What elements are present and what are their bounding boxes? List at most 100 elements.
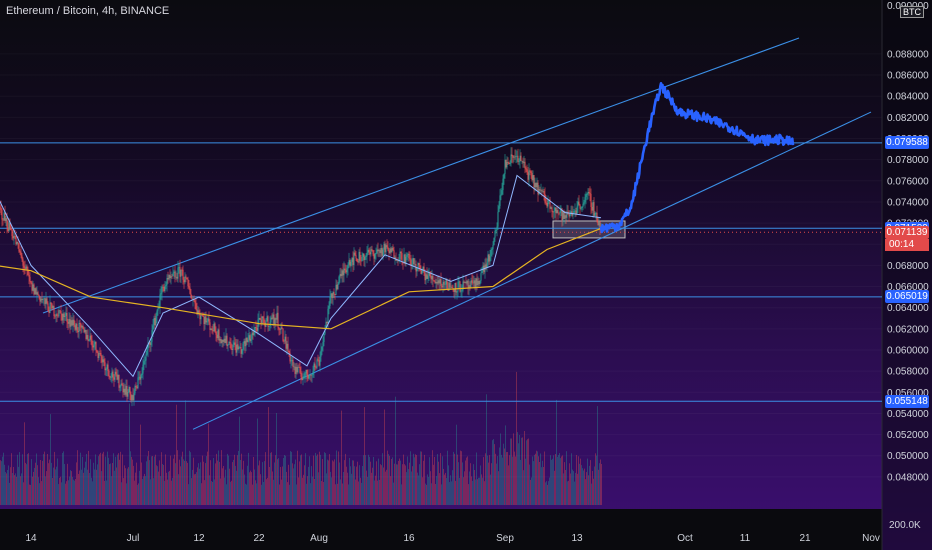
candle-body bbox=[541, 190, 543, 192]
candle-body bbox=[309, 375, 311, 376]
volume-bars bbox=[0, 371, 602, 505]
volume-bar bbox=[407, 456, 408, 505]
candle-body bbox=[147, 343, 149, 350]
candle-body bbox=[291, 360, 293, 361]
volume-bar bbox=[170, 455, 171, 505]
volume-bar bbox=[21, 473, 22, 505]
volume-bar bbox=[148, 451, 149, 505]
candle-body bbox=[499, 195, 501, 207]
volume-bar bbox=[460, 450, 461, 505]
volume-bar bbox=[297, 450, 298, 505]
candle-body bbox=[25, 266, 27, 269]
candle-body bbox=[505, 159, 507, 168]
volume-bar bbox=[271, 452, 272, 505]
volume-bar bbox=[498, 471, 499, 505]
candle-body bbox=[277, 312, 279, 328]
volume-bar bbox=[142, 479, 143, 505]
candle-body bbox=[418, 263, 420, 265]
price-tick-label: 0.082000 bbox=[887, 113, 929, 124]
volume-bar bbox=[486, 394, 487, 505]
candle-body bbox=[516, 155, 518, 157]
candle-body bbox=[392, 247, 394, 251]
candle-body bbox=[478, 281, 480, 285]
time-tick-label: 14 bbox=[25, 533, 37, 544]
unit-badge[interactable]: BTC bbox=[900, 6, 924, 18]
volume-bar bbox=[25, 462, 26, 505]
volume-bar bbox=[34, 467, 35, 505]
volume-bar bbox=[387, 450, 388, 505]
volume-bar bbox=[267, 477, 268, 505]
volume-bar bbox=[563, 473, 564, 505]
candle-body bbox=[532, 175, 534, 181]
volume-bar bbox=[343, 472, 344, 505]
volume-bar bbox=[55, 469, 56, 505]
candle-body bbox=[181, 269, 183, 271]
volume-bar bbox=[305, 453, 306, 505]
candle-body bbox=[80, 323, 82, 328]
volume-bar bbox=[524, 431, 525, 505]
candle-body bbox=[157, 308, 159, 311]
candle-body bbox=[59, 310, 61, 312]
candle-body bbox=[378, 250, 380, 252]
volume-bar bbox=[406, 472, 407, 505]
candle-body bbox=[386, 245, 388, 247]
channel-upper-line[interactable] bbox=[42, 37, 800, 314]
candle-body bbox=[364, 256, 366, 260]
volume-bar bbox=[385, 471, 386, 505]
volume-bar bbox=[412, 466, 413, 505]
candle-body bbox=[377, 249, 379, 252]
candle-body bbox=[346, 268, 348, 273]
volume-bar bbox=[238, 450, 239, 505]
candle-body bbox=[236, 344, 238, 353]
candle-body bbox=[356, 258, 358, 262]
candle-body bbox=[175, 276, 177, 278]
volume-bar bbox=[398, 461, 399, 505]
volume-bar bbox=[46, 471, 47, 505]
candle-body bbox=[290, 360, 292, 362]
time-tick-label: Sep bbox=[496, 533, 514, 544]
candle-body bbox=[30, 281, 32, 283]
candle-body bbox=[212, 330, 214, 332]
price-tick-label: 0.068000 bbox=[887, 261, 929, 272]
candle-body bbox=[492, 245, 494, 249]
candle-body bbox=[515, 156, 517, 157]
volume-bar bbox=[266, 479, 267, 505]
volume-bar bbox=[59, 477, 60, 505]
volume-bar bbox=[566, 451, 567, 505]
volume-bar bbox=[5, 472, 6, 505]
candle-body bbox=[163, 287, 165, 291]
volume-bar bbox=[530, 479, 531, 505]
candle-body bbox=[579, 204, 581, 209]
volume-bar bbox=[84, 467, 85, 505]
volume-bar bbox=[499, 447, 500, 505]
volume-bar bbox=[559, 453, 560, 505]
candle-body bbox=[543, 191, 545, 194]
candle-body bbox=[29, 276, 31, 282]
volume-bar bbox=[299, 461, 300, 505]
candle-body bbox=[21, 255, 23, 260]
volume-bar bbox=[317, 454, 318, 505]
volume-bar bbox=[257, 418, 258, 505]
candle-body bbox=[259, 318, 261, 320]
volume-bar bbox=[377, 480, 378, 505]
candle-body bbox=[350, 261, 352, 266]
volume-bar bbox=[250, 470, 251, 505]
candle-body bbox=[432, 275, 434, 281]
candle-body bbox=[316, 359, 318, 368]
volume-bar bbox=[344, 460, 345, 505]
volume-bar bbox=[81, 469, 82, 505]
candle-body bbox=[450, 286, 452, 288]
volume-bar bbox=[201, 483, 202, 505]
volume-bar bbox=[316, 455, 317, 505]
candle-body bbox=[559, 211, 561, 214]
volume-bar bbox=[86, 454, 87, 505]
volume-bar bbox=[23, 482, 24, 505]
volume-bar bbox=[360, 477, 361, 505]
volume-bar bbox=[163, 465, 164, 505]
candle-body bbox=[406, 254, 408, 257]
volume-bar bbox=[49, 459, 50, 505]
volume-bar bbox=[591, 483, 592, 505]
volume-bar bbox=[196, 472, 197, 505]
volume-bar bbox=[15, 473, 16, 505]
